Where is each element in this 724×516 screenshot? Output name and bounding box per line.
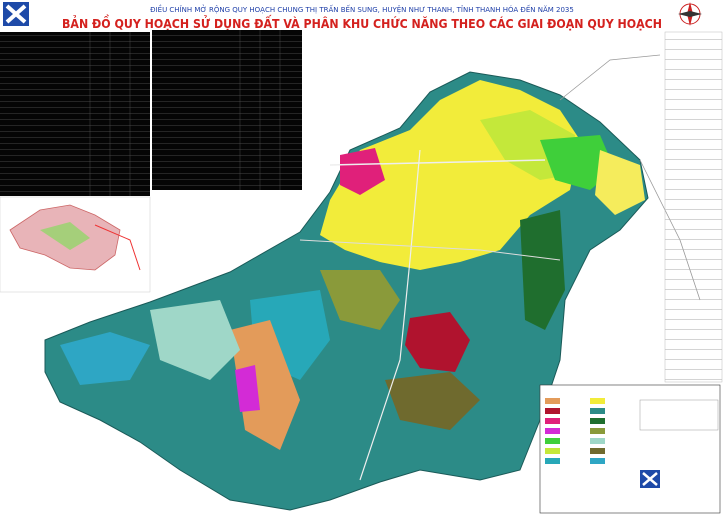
legend-panel (539, 384, 721, 514)
title: BẢN ĐỒ QUY HOẠCH SỬ DỤNG ĐẤT VÀ PHÂN KHU… (62, 14, 662, 31)
location-inset (0, 196, 151, 293)
compass (678, 2, 702, 26)
logo (3, 2, 29, 26)
notes-column (664, 31, 723, 383)
subtitle: ĐIỀU CHỈNH MỞ RỘNG QUY HOẠCH CHUNG THỊ T… (150, 4, 574, 14)
land-use-map (44, 54, 701, 511)
land-use-table (0, 30, 302, 196)
